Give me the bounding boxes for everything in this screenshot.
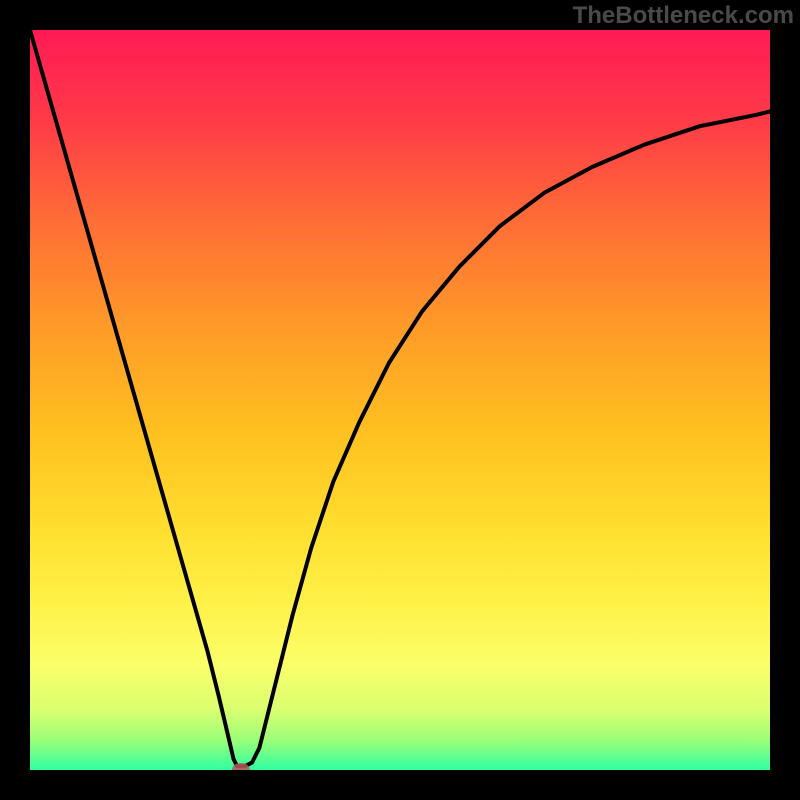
plot-area (30, 30, 770, 770)
bottleneck-curve (30, 30, 770, 766)
watermark-text: TheBottleneck.com (573, 2, 794, 30)
figure-root: TheBottleneck.com (0, 0, 800, 800)
curve-layer (30, 30, 770, 770)
